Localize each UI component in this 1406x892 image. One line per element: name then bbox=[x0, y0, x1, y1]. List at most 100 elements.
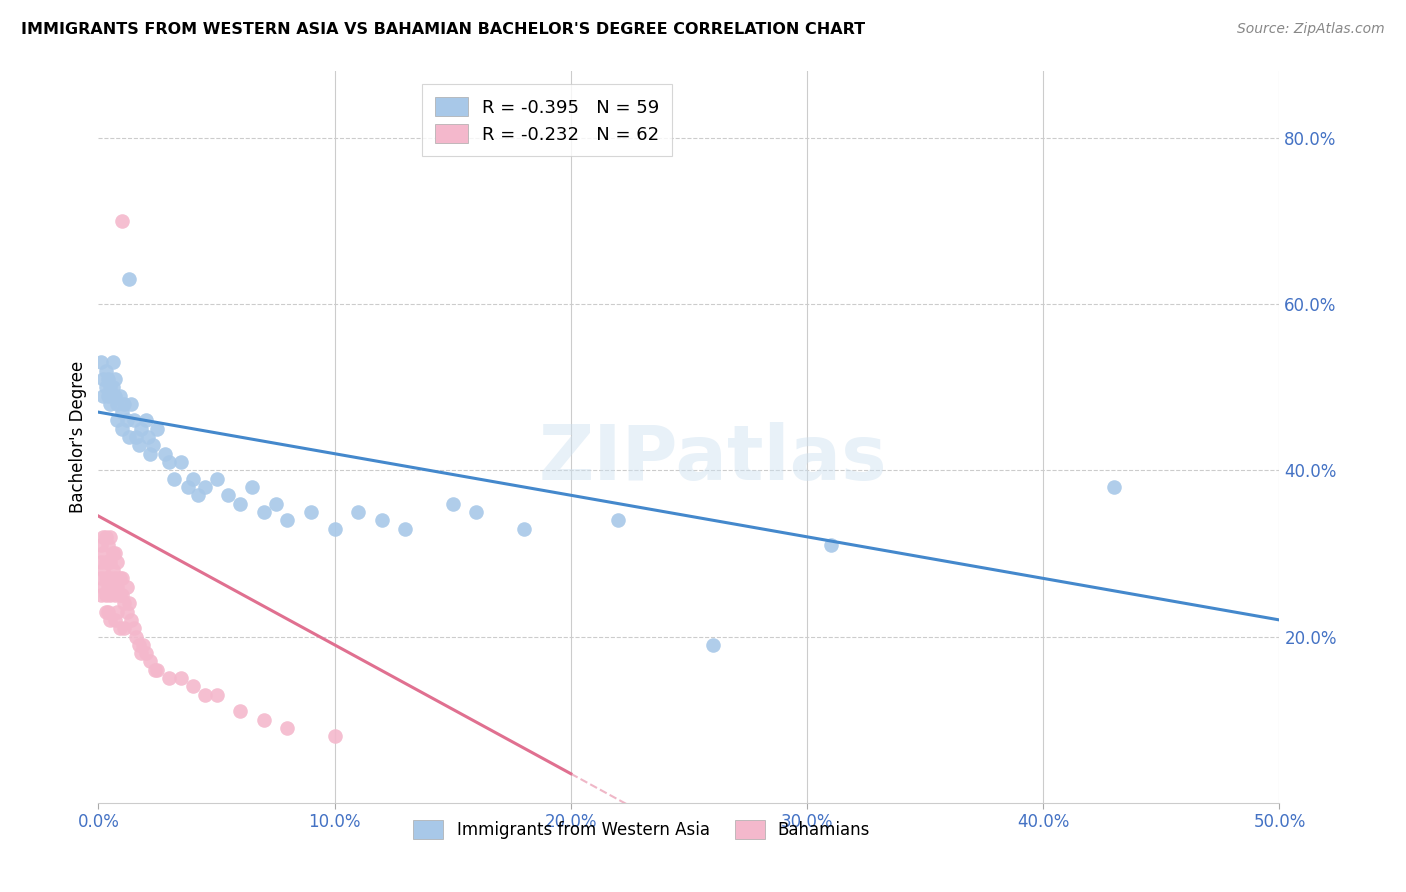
Point bbox=[820, 538, 842, 552]
Point bbox=[128, 438, 150, 452]
Point bbox=[163, 472, 186, 486]
Point bbox=[253, 713, 276, 727]
Point bbox=[205, 688, 228, 702]
Point bbox=[91, 388, 114, 402]
Text: ZIPatlas: ZIPatlas bbox=[538, 422, 887, 496]
Point bbox=[101, 355, 124, 369]
Point bbox=[97, 372, 120, 386]
Point bbox=[112, 621, 135, 635]
Point bbox=[111, 422, 134, 436]
Point bbox=[91, 372, 114, 386]
Point bbox=[170, 455, 193, 469]
Point bbox=[90, 355, 112, 369]
Point bbox=[229, 705, 252, 719]
Point bbox=[94, 555, 117, 569]
Point bbox=[118, 272, 141, 286]
Point bbox=[129, 422, 152, 436]
Point bbox=[94, 363, 117, 377]
Point bbox=[181, 680, 204, 694]
Point bbox=[371, 513, 394, 527]
Point bbox=[702, 638, 724, 652]
Point bbox=[105, 605, 128, 619]
Point bbox=[323, 729, 346, 743]
Point bbox=[98, 380, 121, 394]
Point bbox=[205, 472, 228, 486]
Point bbox=[121, 613, 143, 627]
Point bbox=[104, 546, 127, 560]
Point bbox=[94, 571, 117, 585]
Point bbox=[187, 488, 209, 502]
Point bbox=[111, 214, 134, 228]
Point bbox=[217, 488, 239, 502]
Point bbox=[97, 605, 120, 619]
Point bbox=[115, 580, 138, 594]
Point bbox=[136, 430, 159, 444]
Point bbox=[111, 571, 134, 585]
Point bbox=[90, 571, 112, 585]
Point bbox=[240, 480, 263, 494]
Point bbox=[104, 372, 127, 386]
Point bbox=[132, 638, 155, 652]
Point bbox=[90, 555, 112, 569]
Point bbox=[194, 480, 217, 494]
Point bbox=[105, 397, 128, 411]
Point bbox=[91, 563, 114, 577]
Point bbox=[105, 413, 128, 427]
Point bbox=[264, 497, 287, 511]
Point bbox=[135, 413, 157, 427]
Point bbox=[98, 613, 121, 627]
Point bbox=[299, 505, 322, 519]
Point bbox=[108, 588, 131, 602]
Point bbox=[98, 530, 121, 544]
Point bbox=[111, 588, 134, 602]
Point bbox=[323, 521, 346, 535]
Point bbox=[125, 430, 148, 444]
Point bbox=[90, 538, 112, 552]
Point bbox=[441, 497, 464, 511]
Point bbox=[121, 397, 143, 411]
Point bbox=[97, 555, 120, 569]
Point bbox=[97, 538, 120, 552]
Point bbox=[135, 646, 157, 660]
Point bbox=[97, 388, 120, 402]
Point bbox=[98, 571, 121, 585]
Point bbox=[129, 646, 152, 660]
Point bbox=[98, 397, 121, 411]
Point bbox=[115, 413, 138, 427]
Point bbox=[108, 621, 131, 635]
Point bbox=[1102, 480, 1125, 494]
Point bbox=[101, 563, 124, 577]
Point bbox=[229, 497, 252, 511]
Point bbox=[394, 521, 416, 535]
Point bbox=[181, 472, 204, 486]
Point bbox=[276, 513, 298, 527]
Text: IMMIGRANTS FROM WESTERN ASIA VS BAHAMIAN BACHELOR'S DEGREE CORRELATION CHART: IMMIGRANTS FROM WESTERN ASIA VS BAHAMIAN… bbox=[21, 22, 865, 37]
Point bbox=[98, 588, 121, 602]
Point bbox=[105, 555, 128, 569]
Point bbox=[101, 380, 124, 394]
Point bbox=[94, 380, 117, 394]
Point bbox=[112, 596, 135, 610]
Point bbox=[170, 671, 193, 685]
Point bbox=[118, 430, 141, 444]
Legend: Immigrants from Western Asia, Bahamians: Immigrants from Western Asia, Bahamians bbox=[406, 814, 877, 846]
Point bbox=[91, 580, 114, 594]
Point bbox=[104, 571, 127, 585]
Point bbox=[143, 663, 166, 677]
Point bbox=[94, 605, 117, 619]
Point bbox=[90, 588, 112, 602]
Point bbox=[276, 721, 298, 735]
Point bbox=[108, 571, 131, 585]
Point bbox=[104, 388, 127, 402]
Point bbox=[157, 455, 180, 469]
Point bbox=[97, 580, 120, 594]
Point bbox=[157, 671, 180, 685]
Point bbox=[94, 530, 117, 544]
Point bbox=[104, 588, 127, 602]
Point bbox=[94, 588, 117, 602]
Point bbox=[139, 655, 162, 669]
Point bbox=[91, 530, 114, 544]
Text: Source: ZipAtlas.com: Source: ZipAtlas.com bbox=[1237, 22, 1385, 37]
Point bbox=[512, 521, 534, 535]
Point bbox=[122, 413, 145, 427]
